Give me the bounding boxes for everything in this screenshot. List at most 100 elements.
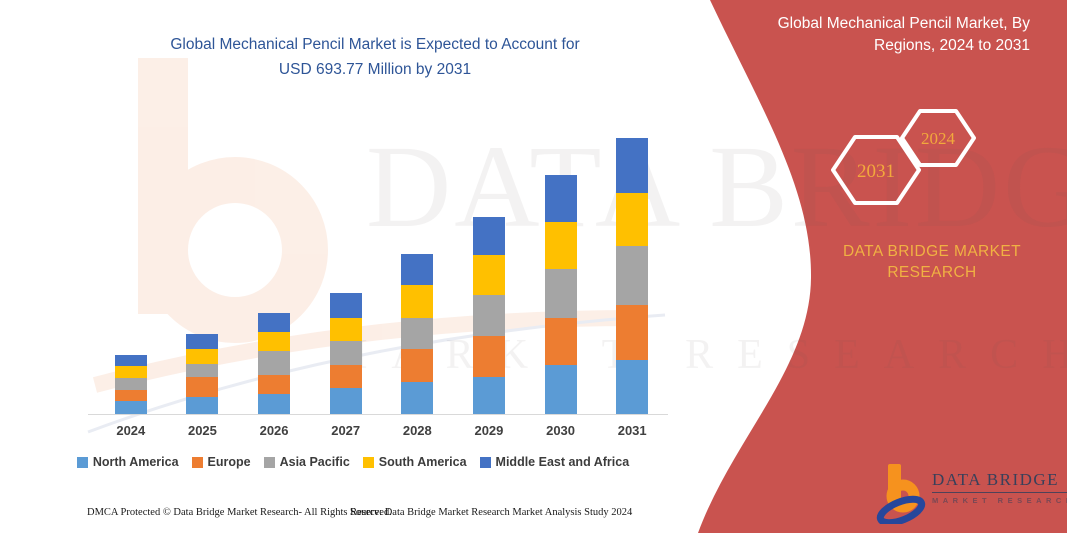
watermark-market-research: MARKET RESEARCH: [330, 332, 1067, 378]
legend-swatch-icon: [76, 456, 88, 468]
legend-item-middle-east-and-africa: Middle East and Africa: [479, 455, 630, 469]
chart-title-line1: Global Mechanical Pencil Market is Expec…: [170, 36, 580, 53]
bar-segment-middle-east-and-africa: [472, 217, 505, 256]
bar-segment-asia-pacific: [401, 318, 434, 350]
logo-name: DATA BRIDGE: [932, 470, 1067, 493]
x-axis-labels: 2024 2025 2026 2027 2028 2029 2030 2031: [88, 423, 668, 438]
hexagon-2031: [831, 135, 921, 205]
bar-segment-south-america: [329, 317, 362, 342]
hexagon-2024-label: 2024: [921, 129, 956, 148]
legend-label: South America: [378, 455, 467, 469]
bar-segment-middle-east-and-africa: [186, 333, 219, 349]
x-axis-label-2027: 2027: [331, 423, 361, 438]
x-axis-label-2029: 2029: [474, 423, 504, 438]
bar-segment-middle-east-and-africa: [616, 138, 649, 193]
bar-segment-asia-pacific: [329, 341, 362, 365]
legend-label: Europe: [207, 455, 251, 469]
bar-segment-middle-east-and-africa: [544, 175, 577, 223]
banner-heading-line2: Regions, 2024 to 2031: [874, 37, 1030, 54]
x-axis-label-2030: 2030: [546, 423, 576, 438]
logo-text: DATA BRIDGE MARKET RESEARCH: [932, 470, 1067, 505]
bar-segment-europe: [616, 304, 649, 360]
bar-column-2030: [525, 118, 597, 414]
bar-segment-south-america: [401, 284, 434, 319]
banner-heading: Global Mechanical Pencil Market, By Regi…: [730, 13, 1030, 57]
bar-segment-europe: [186, 376, 219, 397]
legend-item-north-america: North America: [76, 455, 179, 469]
bar-column-2027: [310, 118, 382, 414]
bar-segment-europe: [544, 318, 577, 365]
legend-swatch-icon: [191, 456, 203, 468]
bar-segment-asia-pacific: [258, 350, 291, 376]
bar-segment-europe: [472, 335, 505, 378]
bar-segment-north-america: [114, 400, 147, 414]
bar-column-2028: [382, 118, 454, 414]
legend-swatch-icon: [362, 456, 374, 468]
dmca-notice: DMCA Protected © Data Bridge Market Rese…: [87, 507, 392, 518]
legend-swatch-icon: [479, 456, 491, 468]
bar-segment-asia-pacific: [616, 246, 649, 305]
bar-segment-europe: [401, 349, 434, 382]
legend-item-asia-pacific: Asia Pacific: [263, 455, 350, 469]
bar-segment-middle-east-and-africa: [401, 254, 434, 285]
bar-segment-europe: [114, 389, 147, 401]
x-axis-label-2026: 2026: [259, 423, 289, 438]
bar-segment-asia-pacific: [544, 269, 577, 319]
bar-column-2026: [238, 118, 310, 414]
bar-column-2029: [453, 118, 525, 414]
hexagon-badges: 2024 2031: [831, 109, 976, 205]
x-axis-label-2025: 2025: [187, 423, 217, 438]
bar-segment-south-america: [472, 255, 505, 296]
bar-segment-north-america: [186, 396, 219, 414]
bar-segment-asia-pacific: [186, 364, 219, 377]
bar-segment-north-america: [616, 359, 649, 414]
stacked-bar-2029: [472, 217, 505, 414]
stacked-bar-2027: [329, 292, 362, 414]
hexagon-2024: [900, 109, 976, 167]
legend-swatch-icon: [263, 456, 275, 468]
bar-segment-north-america: [401, 381, 434, 414]
legend-item-europe: Europe: [191, 455, 251, 469]
legend-label: North America: [92, 455, 179, 469]
legend-label: Middle East and Africa: [495, 455, 630, 469]
bar-segment-south-america: [616, 192, 649, 247]
chart-legend: North America Europe Asia Pacific South Ame…: [76, 455, 629, 469]
x-axis-label-2031: 2031: [617, 423, 647, 438]
bar-segment-middle-east-and-africa: [258, 312, 291, 332]
bar-segment-south-america: [114, 366, 147, 378]
x-axis-label-2028: 2028: [402, 423, 432, 438]
bar-segment-south-america: [186, 348, 219, 365]
stacked-bar-2030: [544, 175, 577, 414]
stacked-bar-2031: [616, 138, 649, 414]
bar-segment-asia-pacific: [114, 377, 147, 390]
banner-brand-text: DATA BRIDGE MARKET RESEARCH: [842, 243, 1021, 281]
bar-segment-south-america: [258, 331, 291, 351]
bar-segment-middle-east-and-africa: [114, 354, 147, 367]
source-note: Source: Data Bridge Market Research Mark…: [350, 507, 633, 518]
stacked-bar-2025: [186, 333, 219, 414]
x-axis-label-2024: 2024: [116, 423, 146, 438]
bar-segment-north-america: [329, 388, 362, 414]
bar-segment-europe: [329, 364, 362, 389]
bar-column-2024: [95, 118, 167, 414]
logo-subtitle: MARKET RESEARCH: [932, 496, 1067, 505]
stacked-bar-2024: [114, 354, 147, 414]
bar-segment-middle-east-and-africa: [329, 292, 362, 318]
legend-item-south-america: South America: [362, 455, 467, 469]
data-bridge-b-icon: [876, 464, 926, 524]
bar-segment-north-america: [472, 377, 505, 414]
bar-segment-north-america: [544, 365, 577, 414]
stacked-bar-2026: [258, 312, 291, 414]
bar-segment-europe: [258, 375, 291, 395]
bar-chart: [88, 118, 668, 415]
chart-title: Global Mechanical Pencil Market is Expec…: [95, 32, 655, 82]
bar-column-2031: [596, 118, 668, 414]
chart-title-line2: USD 693.77 Million by 2031: [278, 61, 472, 78]
banner-heading-line1: Global Mechanical Pencil Market, By: [777, 15, 1030, 32]
company-logo: DATA BRIDGE MARKET RESEARCH: [876, 458, 1067, 526]
bar-column-2025: [167, 118, 239, 414]
bar-segment-north-america: [258, 394, 291, 414]
hexagon-2031-label: 2031: [857, 161, 895, 182]
stacked-bar-2028: [401, 254, 434, 414]
